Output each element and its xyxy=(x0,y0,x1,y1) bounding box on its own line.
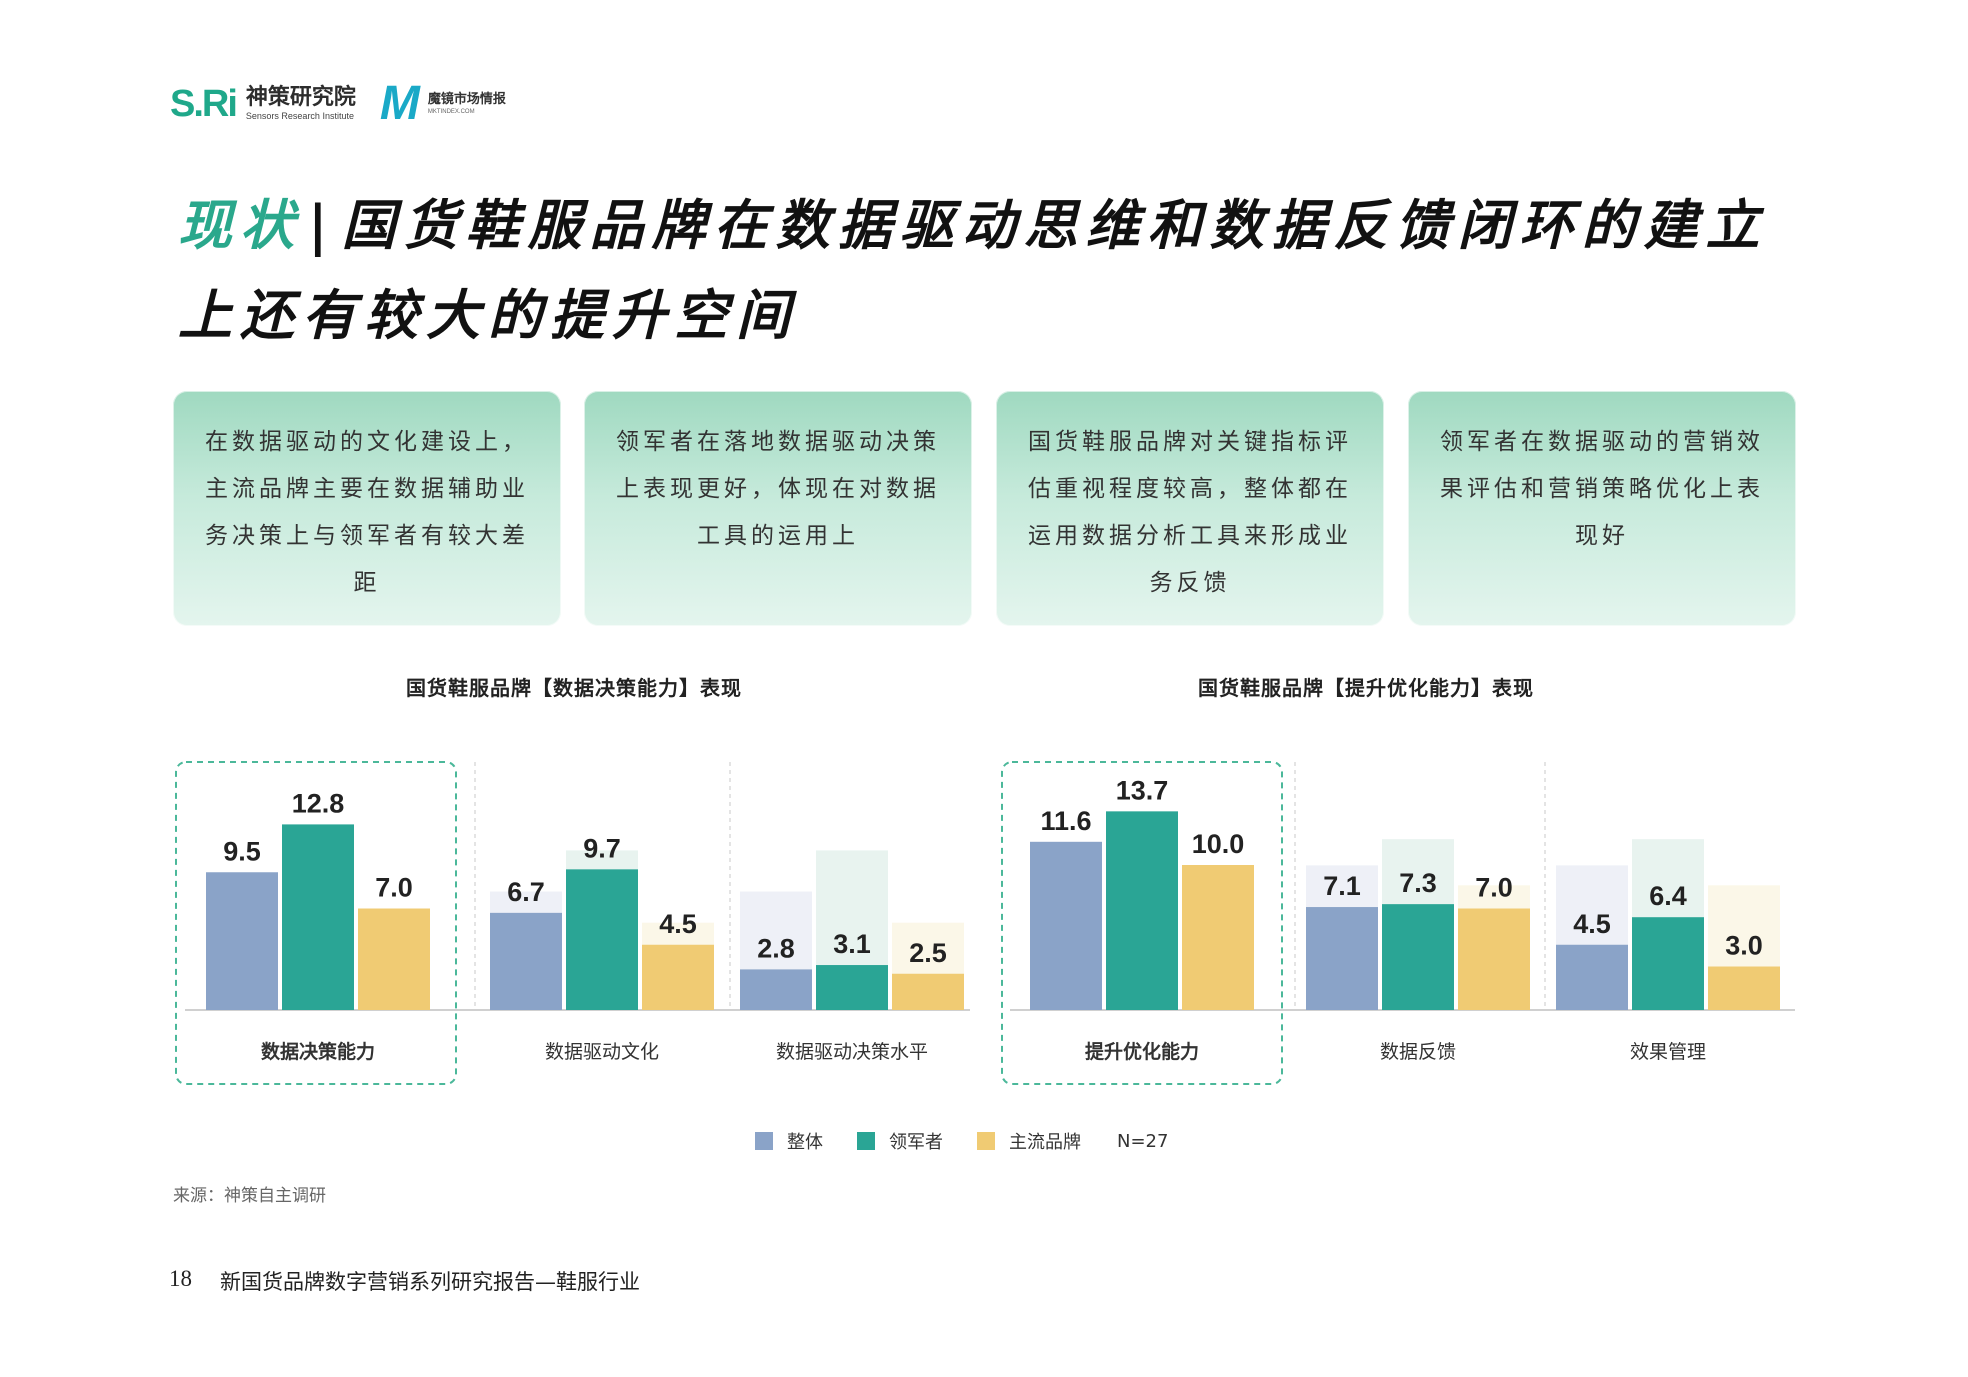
bar-主流品牌 xyxy=(642,944,714,1010)
bar-主流品牌 xyxy=(892,973,964,1010)
legend-swatch-overall xyxy=(755,1132,773,1150)
report-title: 新国货品牌数字营销系列研究报告—鞋服行业 xyxy=(220,1270,640,1294)
legend-item-leader: 领军者 xyxy=(857,1128,943,1154)
insight-card: 领军者在数据驱动的营销效果评估和营销策略优化上表现好 xyxy=(1408,391,1796,626)
bar-领军者 xyxy=(1632,917,1704,1010)
data-label: 12.8 xyxy=(292,788,345,818)
bar-主流品牌 xyxy=(358,908,430,1010)
header: S.Ri 神策研究院 Sensors Research Institute M … xyxy=(170,80,506,128)
bar-领军者 xyxy=(566,869,638,1010)
category-label: 效果管理 xyxy=(1630,1041,1706,1063)
category-label: 数据驱动文化 xyxy=(545,1041,659,1063)
insight-card-text: 国货鞋服品牌对关键指标评估重视程度较高，整体都在运用数据分析工具来形成业务反馈 xyxy=(1028,429,1352,596)
legend-swatch-mainstream xyxy=(977,1132,995,1150)
mk-logo-name: 魔镜市场情报 xyxy=(427,92,506,107)
bar-主流品牌 xyxy=(1708,966,1780,1010)
data-label: 4.5 xyxy=(1573,909,1611,939)
legend-label: 整体 xyxy=(787,1132,823,1153)
insight-cards: 在数据驱动的文化建设上，主流品牌主要在数据辅助业务决策上与领军者有较大差距 领军… xyxy=(173,391,1796,626)
data-label: 7.0 xyxy=(375,873,413,903)
data-label: 6.7 xyxy=(507,877,545,907)
bar-整体 xyxy=(490,912,562,1010)
bar-主流品牌 xyxy=(1458,908,1530,1010)
data-label: 13.7 xyxy=(1116,775,1169,805)
sri-logo-mark: S.Ri xyxy=(170,82,238,125)
data-label: 2.8 xyxy=(757,933,795,963)
bar-整体 xyxy=(1030,841,1102,1010)
bar-整体 xyxy=(1556,944,1628,1010)
chart-legend: 整体 领军者 主流品牌 N=27 xyxy=(755,1128,1168,1154)
data-label: 11.6 xyxy=(1040,806,1091,836)
sri-logo-name: 神策研究院 xyxy=(245,85,356,110)
chart-title-decision: 国货鞋服品牌【数据决策能力】表现 xyxy=(406,676,742,700)
title-text: 国货鞋服品牌在数据驱动思维和数据反馈闭环的建立上还有较大的提升空间 xyxy=(178,193,1768,347)
data-label: 3.1 xyxy=(833,929,871,959)
category-label: 数据驱动决策水平 xyxy=(776,1041,928,1063)
data-label: 6.4 xyxy=(1649,881,1687,911)
insight-card: 在数据驱动的文化建设上，主流品牌主要在数据辅助业务决策上与领军者有较大差距 xyxy=(173,391,561,626)
data-label: 7.0 xyxy=(1475,873,1513,903)
bar-领军者 xyxy=(1106,811,1178,1010)
legend-item-overall: 整体 xyxy=(755,1128,823,1154)
data-label: 3.0 xyxy=(1725,931,1763,961)
sensors-research-logo: S.Ri 神策研究院 Sensors Research Institute xyxy=(170,83,356,126)
mk-logo-mark: M xyxy=(379,77,420,130)
data-label: 2.5 xyxy=(909,938,947,968)
bar-整体 xyxy=(206,872,278,1010)
footer: 18 新国货品牌数字营销系列研究报告—鞋服行业 xyxy=(169,1266,640,1296)
source-note: 来源：神策自主调研 xyxy=(173,1186,326,1206)
page-title: 现状 | 国货鞋服品牌在数据驱动思维和数据反馈闭环的建立上还有较大的提升空间 xyxy=(178,180,1818,360)
sri-logo-name-en: Sensors Research Institute xyxy=(245,111,354,121)
insight-card-text: 领军者在数据驱动的营销效果评估和营销策略优化上表现好 xyxy=(1440,429,1764,549)
category-label: 数据决策能力 xyxy=(261,1040,375,1063)
bar-领军者 xyxy=(282,824,354,1010)
bar-领军者 xyxy=(816,965,888,1010)
data-label: 10.0 xyxy=(1192,829,1245,859)
bar-整体 xyxy=(1306,907,1378,1010)
chart-title-optimization: 国货鞋服品牌【提升优化能力】表现 xyxy=(1198,676,1534,700)
data-label: 9.7 xyxy=(583,833,621,863)
legend-item-mainstream: 主流品牌 xyxy=(977,1128,1081,1154)
insight-card: 领军者在落地数据驱动决策上表现更好，体现在对数据工具的运用上 xyxy=(584,391,972,626)
insight-card-text: 领军者在落地数据驱动决策上表现更好，体现在对数据工具的运用上 xyxy=(616,429,940,549)
bar-主流品牌 xyxy=(1182,865,1254,1010)
data-label: 7.3 xyxy=(1399,868,1437,898)
mk-logo-name-en: MKTINDEX.COM xyxy=(427,109,475,115)
data-label: 4.5 xyxy=(659,909,697,939)
bar-领军者 xyxy=(1382,904,1454,1010)
mktindex-logo: M 魔镜市场情报 MKTINDEX.COM xyxy=(380,80,506,128)
legend-label: 领军者 xyxy=(889,1132,943,1153)
data-label: 9.5 xyxy=(223,836,261,866)
category-label: 数据反馈 xyxy=(1380,1041,1456,1063)
insight-card: 国货鞋服品牌对关键指标评估重视程度较高，整体都在运用数据分析工具来形成业务反馈 xyxy=(996,391,1384,626)
page-number: 18 xyxy=(169,1266,192,1291)
sample-size-note: N=27 xyxy=(1117,1130,1169,1152)
title-accent: 现状 xyxy=(178,193,302,257)
data-label: 7.1 xyxy=(1323,871,1361,901)
legend-swatch-leader xyxy=(857,1132,875,1150)
legend-label: 主流品牌 xyxy=(1009,1132,1081,1153)
title-separator: | xyxy=(308,193,336,257)
category-label: 提升优化能力 xyxy=(1085,1040,1199,1063)
insight-card-text: 在数据驱动的文化建设上，主流品牌主要在数据辅助业务决策上与领军者有较大差距 xyxy=(205,429,529,596)
bar-整体 xyxy=(740,969,812,1010)
